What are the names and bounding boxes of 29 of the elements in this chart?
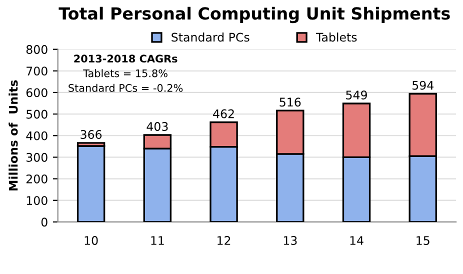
total-label: 403 — [146, 122, 168, 131]
y-tick-label: 100 — [26, 196, 48, 206]
total-label: 516 — [280, 98, 301, 107]
y-tick-label: 0 — [41, 218, 48, 227]
x-tick-label: 15 — [416, 236, 430, 245]
y-tick-label: 500 — [26, 110, 48, 119]
bar — [76, 145, 106, 222]
chart-title: Total Personal Computing Unit Shipments — [58, 6, 450, 24]
annotation: Tablets = 15.8% — [83, 69, 168, 78]
legend-label: Standard PCs — [172, 32, 250, 42]
annotation: Standard PCs = -0.2% — [68, 84, 183, 92]
total-label: 594 — [412, 80, 434, 90]
y-tick-label: 800 — [26, 45, 48, 54]
legend-label: Tablets — [316, 32, 357, 42]
x-tick-label: 14 — [350, 236, 364, 245]
total-label: 462 — [213, 109, 234, 118]
x-tick-label: 13 — [284, 236, 297, 245]
annotation: 2013-2018 CAGRs — [74, 54, 178, 63]
y-tick-label: 600 — [26, 88, 48, 98]
x-tick-label: 10 — [84, 236, 98, 245]
y-tick-label: 400 — [26, 131, 48, 140]
total-label: 366 — [80, 130, 102, 139]
total-label: 549 — [346, 90, 367, 100]
y-tick-label: 200 — [26, 174, 48, 184]
x-tick-label: 12 — [218, 236, 230, 245]
y-tick-label: 300 — [26, 152, 48, 162]
y-tick-label: 700 — [26, 66, 48, 76]
x-tick-label: 11 — [151, 236, 164, 245]
y-axis-title: Millions of Units — [8, 80, 18, 190]
